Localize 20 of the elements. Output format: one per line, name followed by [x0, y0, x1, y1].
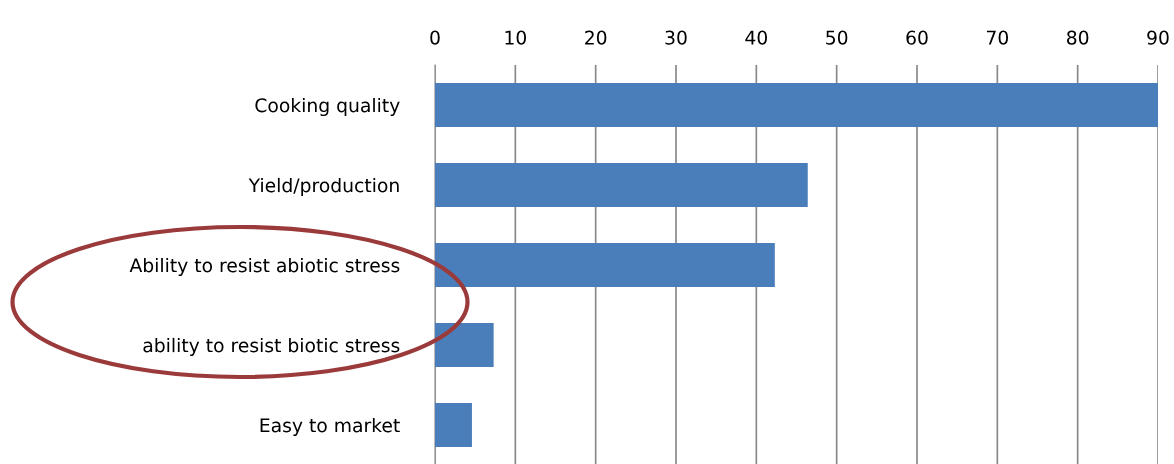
y-tick-label: Yield/production: [248, 177, 399, 197]
y-tick-label: Easy to market: [260, 417, 400, 437]
bar: [435, 403, 472, 447]
x-tick-label: 50: [826, 30, 848, 45]
x-tick-label: 0: [430, 30, 440, 45]
y-tick-label: Ability to resist abiotic stress: [129, 257, 400, 277]
bar: [435, 83, 1158, 127]
x-tick-label: 70: [986, 30, 1009, 45]
x-tick-label: 80: [1067, 30, 1089, 45]
y-tick-label: ability to resist biotic stress: [143, 337, 400, 357]
bar: [435, 243, 775, 287]
bar: [435, 163, 808, 207]
x-tick-label: 40: [745, 30, 768, 45]
x-tick-label: 20: [585, 30, 607, 45]
x-tick-label: 10: [505, 30, 527, 45]
x-tick-label: 30: [665, 30, 687, 45]
x-tick-label: 90: [1147, 30, 1169, 45]
y-tick-label: Cooking quality: [255, 97, 400, 117]
x-tick-label: 60: [906, 30, 928, 45]
bar: [435, 323, 494, 367]
